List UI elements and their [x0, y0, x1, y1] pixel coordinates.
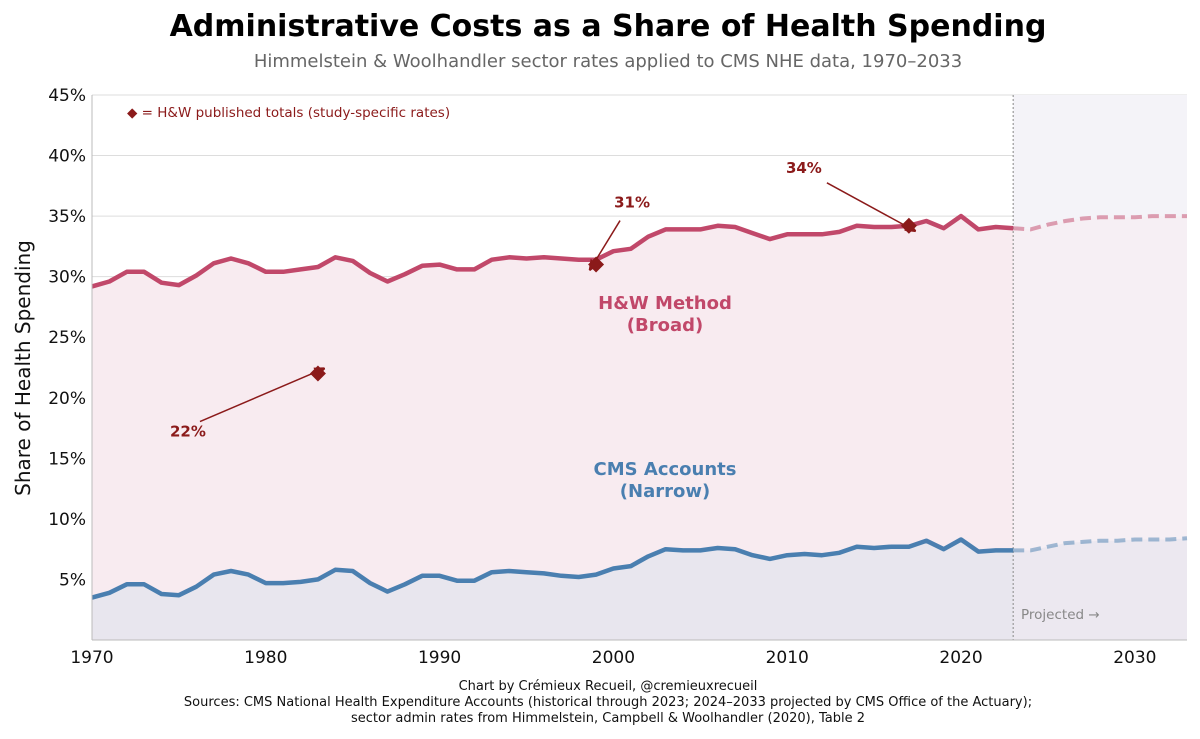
- series-label-narrow-line2: (Narrow): [620, 481, 710, 502]
- y-tick-label-20: 20%: [48, 389, 86, 409]
- series-label-broad-line2: (Broad): [627, 315, 703, 336]
- y-tick-label-40: 40%: [48, 147, 86, 167]
- x-tick-label-2030: 2030: [1113, 648, 1156, 668]
- broad-area-fill: [92, 216, 1014, 640]
- x-tick-label-1970: 1970: [70, 648, 113, 668]
- series-label-broad-line1: H&W Method: [598, 293, 732, 314]
- y-tick-label-35: 35%: [48, 207, 86, 227]
- legend-note: ◆ = H&W published totals (study-specific…: [127, 105, 450, 121]
- x-tick-label-1990: 1990: [418, 648, 461, 668]
- narrow-projected-fill: [1013, 538, 1187, 640]
- footer-rates: sector admin rates from Himmelstein, Cam…: [351, 711, 865, 726]
- annotations: 22% 31% 34%: [170, 159, 917, 441]
- narrow-area-fill: [92, 539, 1014, 640]
- annotation-label-2017: 34%: [786, 159, 822, 177]
- broad-projected-fill: [1013, 216, 1187, 640]
- annotation-label-1999: 31%: [614, 194, 650, 212]
- annotation-arrow-2017: [826, 182, 915, 231]
- x-tick-label-2020: 2020: [939, 648, 982, 668]
- x-tick-label-1980: 1980: [244, 648, 287, 668]
- footer-credit: Chart by Crémieux Recueil, @cremieuxrecu…: [459, 679, 758, 694]
- annotation-label-1983: 22%: [170, 423, 206, 441]
- area-fills: [92, 95, 1187, 640]
- y-tick-label-30: 30%: [48, 268, 86, 288]
- projected-label: Projected →: [1021, 607, 1100, 623]
- broad-projected-line: [1013, 214, 1187, 232]
- published-point-2017: [900, 217, 917, 234]
- y-tick-label-5: 5%: [59, 570, 86, 590]
- published-point-1983: [309, 365, 326, 382]
- y-tick-label-45: 45%: [48, 86, 86, 106]
- annotation-arrow-1983: [199, 369, 324, 423]
- footer-sources: Sources: CMS National Health Expenditure…: [184, 695, 1032, 710]
- x-tick-label-2000: 2000: [592, 648, 635, 668]
- series-lines: [91, 95, 1188, 640]
- x-tick-label-2010: 2010: [766, 648, 809, 668]
- y-tick-label-25: 25%: [48, 328, 86, 348]
- published-point-1999: [588, 256, 605, 273]
- broad-historical-line: [91, 213, 1014, 289]
- narrow-projected-line: [1013, 536, 1188, 553]
- y-axis-label: Share of Health Spending: [11, 240, 35, 496]
- series-label-narrow-line1: CMS Accounts: [594, 459, 737, 480]
- y-tick-label-15: 15%: [48, 449, 86, 469]
- narrow-historical-line: [91, 537, 1014, 600]
- chart-title: Administrative Costs as a Share of Healt…: [170, 9, 1047, 44]
- axes: 5% 10% 15% 20% 25% 30% 35% 40% 45% 1970 1980 1990 20…: [48, 86, 1187, 668]
- chart-subtitle: Himmelstein & Woolhandler sector rates a…: [254, 51, 962, 72]
- y-tick-label-10: 10%: [48, 510, 86, 530]
